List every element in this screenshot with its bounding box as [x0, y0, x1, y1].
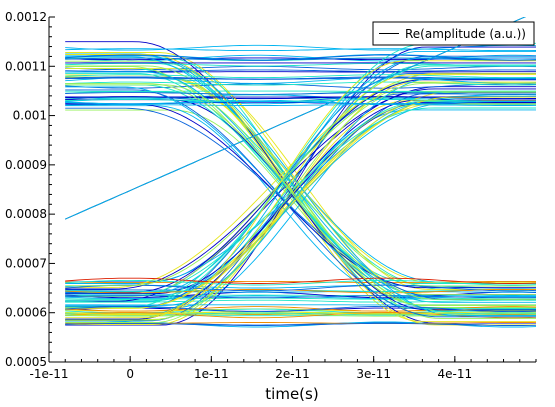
signal-trace [65, 86, 536, 302]
signal-traces [65, 17, 536, 328]
signal-trace [65, 62, 536, 67]
x-tick-label: 2e-11 [275, 367, 310, 381]
signal-trace [65, 83, 536, 300]
x-tick-label: 3e-11 [356, 367, 391, 381]
signal-trace [65, 48, 536, 52]
signal-trace [65, 322, 536, 326]
signal-trace [65, 311, 536, 315]
y-tick-label: 0.0012 [5, 10, 47, 24]
signal-trace [65, 295, 536, 299]
signal-trace [65, 104, 536, 106]
signal-trace [65, 55, 536, 316]
signal-trace [65, 289, 536, 294]
signal-trace [65, 107, 536, 297]
y-tick-label: 0.0006 [5, 306, 47, 320]
signal-trace [65, 81, 536, 86]
signal-trace [65, 60, 536, 319]
signal-trace [65, 84, 536, 306]
x-tick-label: -1e-11 [30, 367, 69, 381]
signal-trace [65, 72, 536, 289]
y-tick-label: 0.001 [13, 109, 47, 123]
signal-trace [65, 101, 536, 105]
signal-trace [65, 77, 536, 80]
y-tick-label: 0.0009 [5, 158, 47, 172]
signal-trace [65, 86, 536, 303]
signal-trace [65, 279, 536, 286]
signal-trace [65, 77, 536, 306]
y-tick-label: 0.0005 [5, 355, 47, 369]
signal-trace [65, 82, 536, 287]
signal-trace [65, 305, 536, 313]
signal-trace [65, 57, 536, 61]
signal-trace [65, 54, 536, 61]
signal-trace [65, 297, 536, 300]
signal-trace [65, 99, 536, 102]
signal-trace [65, 74, 536, 79]
y-tick-label: 0.0011 [5, 59, 47, 73]
signal-trace [65, 91, 536, 323]
signal-trace [65, 96, 536, 309]
legend-box [372, 21, 535, 46]
signal-trace [65, 313, 536, 317]
x-axis-label: time(s) [265, 385, 318, 403]
x-tick-label: 0 [126, 367, 134, 381]
axes: 0.0005 0.0006 0.0007 0.0008 0.0009 0.001 0.001… [5, 10, 537, 381]
signal-trace [65, 55, 536, 322]
signal-trace [65, 89, 536, 318]
x-tick-label: 4e-11 [438, 367, 473, 381]
signal-trace [65, 83, 536, 89]
signal-trace [65, 17, 526, 220]
y-tick-label: 0.0008 [5, 207, 47, 221]
signal-trace [65, 277, 536, 284]
legend-label: Re(amplitude (a.u.)) [405, 27, 526, 41]
signal-trace [65, 69, 536, 72]
y-tick-label: 0.0007 [5, 256, 47, 270]
signal-trace [65, 284, 536, 292]
signal-trace [65, 92, 536, 95]
x-tick-label: 1e-11 [194, 367, 229, 381]
signal-trace [65, 74, 536, 316]
legend: Re(amplitude (a.u.)) [372, 21, 535, 46]
